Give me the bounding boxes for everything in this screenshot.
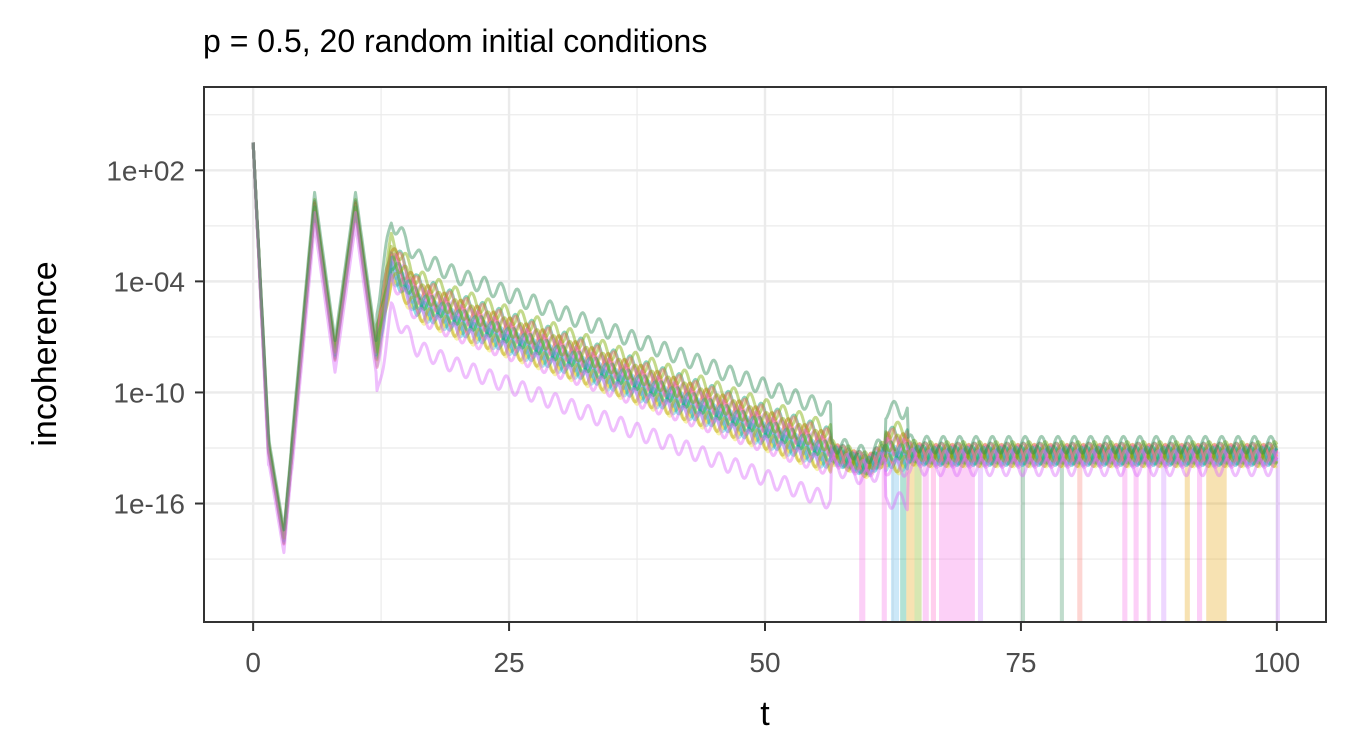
series-line [251,142,1279,544]
dropout-band [1122,451,1128,622]
x-tick-label: 25 [493,647,524,678]
series-line [251,142,1279,545]
dropout-band [1206,451,1227,622]
series-line [251,142,1279,546]
dropout-bands [859,451,1280,622]
x-axis-ticks: 0 25 50 75 100 [245,622,1300,678]
series-line [251,142,1279,540]
dropout-band [1020,451,1026,622]
dropout-band [859,451,866,622]
chart-title: p = 0.5, 20 random initial conditions [203,23,707,59]
y-tick-label: 1e-16 [113,489,185,520]
y-tick-label: 1e-04 [113,266,185,297]
dropout-band [906,451,915,622]
dropout-band [890,451,900,622]
series-line [251,142,1279,543]
y-axis-label: incoherence [26,261,64,446]
x-tick-label: 50 [749,647,780,678]
series-line [251,142,1279,543]
dropout-band [900,451,907,622]
series-line [251,142,1278,539]
dropout-band [1275,451,1280,622]
dropout-band [1059,451,1064,622]
dropout-band [1197,451,1203,622]
series-line [251,142,1279,540]
dropout-band [930,451,936,622]
dropout-band [1133,451,1139,622]
series-line [251,142,1279,541]
series-line [251,142,1279,542]
grid [204,87,1326,622]
dropout-band [977,451,984,622]
series-line [251,142,1279,537]
dropout-band [1161,451,1167,622]
x-tick-label: 100 [1254,647,1301,678]
y-tick-label: 1e-10 [113,377,185,408]
series-line [251,142,1278,546]
y-tick-label: 1e+02 [106,155,185,186]
series-line [251,142,1279,532]
x-tick-label: 75 [1005,647,1036,678]
dropout-band [939,451,975,622]
dropout-band [1184,451,1190,622]
series-line [251,142,1278,544]
series-line [251,142,1279,542]
series-lines [251,142,1279,555]
x-axis-label: t [760,695,770,733]
series-line [251,142,1278,555]
dropout-band [922,451,929,622]
x-tick-label: 0 [245,647,261,678]
series-line [251,142,1279,541]
series-line [251,142,1279,542]
dropout-band [1077,451,1083,622]
dropout-band [1146,451,1151,622]
y-axis-ticks: 1e+02 1e-04 1e-10 1e-16 [106,155,204,520]
dropout-band [881,451,887,622]
dropout-band [914,451,922,622]
series-line [251,142,1279,545]
series-line [251,142,1278,538]
